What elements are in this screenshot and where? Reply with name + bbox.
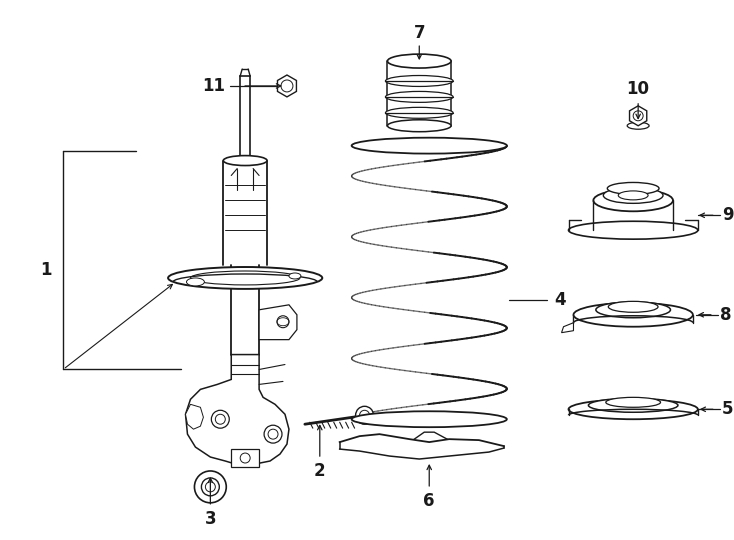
Polygon shape: [562, 323, 573, 333]
Text: 10: 10: [627, 80, 650, 98]
Circle shape: [195, 471, 226, 503]
Circle shape: [264, 425, 282, 443]
Circle shape: [281, 80, 293, 92]
Polygon shape: [630, 106, 647, 126]
Ellipse shape: [352, 138, 506, 153]
Ellipse shape: [569, 221, 698, 239]
Ellipse shape: [289, 273, 301, 279]
Polygon shape: [186, 355, 289, 464]
Ellipse shape: [593, 190, 673, 211]
Text: 9: 9: [722, 206, 733, 224]
Circle shape: [215, 414, 225, 424]
Circle shape: [206, 482, 215, 492]
Circle shape: [355, 406, 374, 424]
Ellipse shape: [628, 122, 649, 129]
Polygon shape: [186, 404, 203, 429]
Ellipse shape: [186, 278, 204, 286]
Ellipse shape: [603, 187, 663, 204]
Text: 1: 1: [40, 261, 52, 279]
Text: 3: 3: [205, 510, 217, 528]
Ellipse shape: [223, 156, 267, 166]
Circle shape: [268, 429, 278, 439]
Text: 7: 7: [413, 24, 425, 42]
Circle shape: [360, 410, 369, 420]
Ellipse shape: [168, 267, 322, 289]
Circle shape: [201, 478, 219, 496]
Circle shape: [277, 316, 289, 328]
Circle shape: [240, 453, 250, 463]
Ellipse shape: [388, 120, 451, 132]
Ellipse shape: [385, 91, 453, 103]
Ellipse shape: [596, 302, 670, 318]
Ellipse shape: [385, 107, 453, 118]
Ellipse shape: [573, 303, 693, 327]
Polygon shape: [231, 449, 259, 467]
Ellipse shape: [607, 183, 659, 194]
Polygon shape: [259, 305, 297, 340]
Text: 5: 5: [722, 400, 733, 418]
Text: 6: 6: [424, 492, 435, 510]
Text: 2: 2: [314, 462, 326, 480]
Ellipse shape: [385, 76, 453, 86]
Polygon shape: [277, 75, 297, 97]
Ellipse shape: [608, 301, 658, 312]
Ellipse shape: [606, 397, 661, 407]
Text: 8: 8: [720, 306, 732, 324]
Text: 4: 4: [555, 291, 567, 309]
Circle shape: [211, 410, 229, 428]
Ellipse shape: [190, 271, 300, 285]
Ellipse shape: [388, 54, 451, 68]
Ellipse shape: [569, 400, 698, 419]
Circle shape: [633, 111, 643, 121]
Text: 11: 11: [202, 77, 225, 95]
Ellipse shape: [589, 399, 678, 412]
Ellipse shape: [618, 191, 648, 200]
Ellipse shape: [352, 411, 506, 427]
